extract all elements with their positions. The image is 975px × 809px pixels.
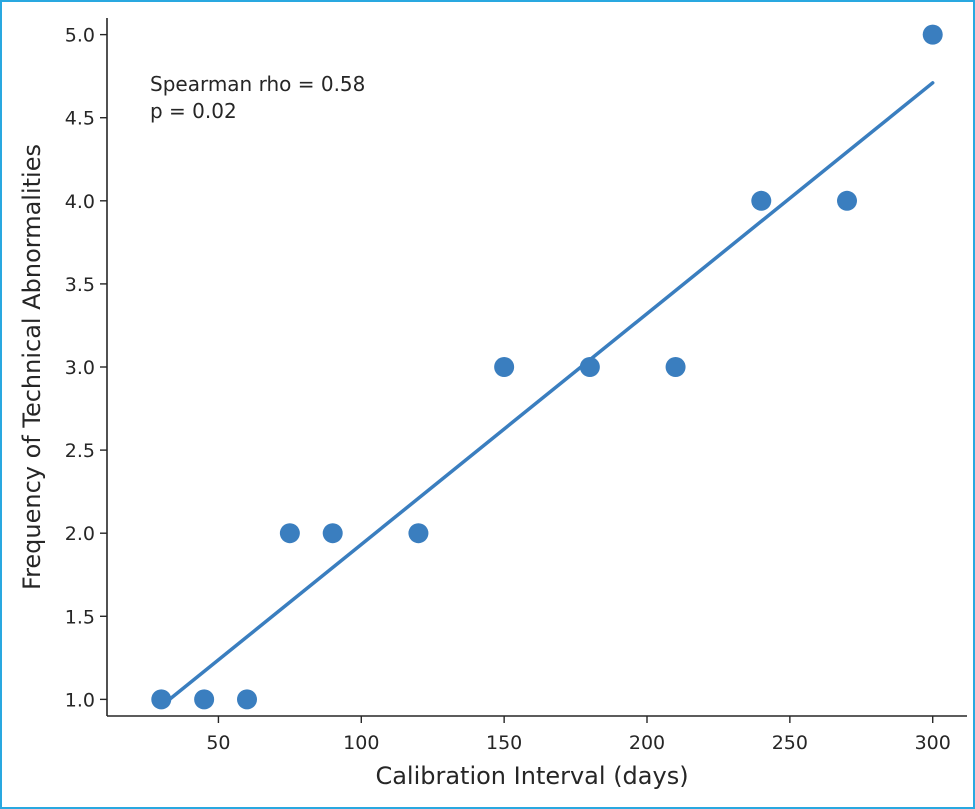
y-tick-label: 4.5 [65,108,95,130]
x-tick-label: 250 [772,732,808,754]
data-point [322,523,343,544]
fit-line-group [159,81,935,708]
y-tick-label: 2.0 [65,523,95,545]
data-point [194,689,215,710]
ticks: 50 100 150 200 250 300 1.0 1.5 2.0 2.5 3.0 3.5 4.0 4.… [65,25,951,754]
x-tick-label: 300 [915,732,951,754]
y-axis-title: Frequency of Technical Abnormalities [18,144,46,590]
y-tick-label: 1.5 [65,606,95,628]
data-point [751,190,772,211]
y-tick-label: 5.0 [65,25,95,47]
data-point [579,357,600,377]
x-tick-label: 150 [486,732,522,754]
x-tick-label: 200 [629,732,665,754]
annotation-rho: Spearman rho = 0.58 [150,72,365,96]
points-group [151,24,943,710]
x-axis-title: Calibration Interval (days) [375,762,688,790]
x-tick-label: 100 [343,732,379,754]
data-point [279,523,300,544]
y-tick-label: 3.5 [65,274,95,296]
regression-line [159,81,935,708]
data-point [837,190,857,211]
x-tick-label: 50 [206,732,230,754]
data-point [151,689,172,710]
annotation-p: p = 0.02 [150,99,237,123]
data-point [922,24,943,45]
data-point [494,357,515,377]
y-tick-label: 4.0 [65,191,95,213]
data-point [665,357,686,377]
data-point [408,523,429,544]
y-tick-label: 1.0 [65,689,95,711]
y-tick-label: 2.5 [65,440,95,462]
data-point [237,689,257,710]
y-tick-label: 3.0 [65,357,95,379]
